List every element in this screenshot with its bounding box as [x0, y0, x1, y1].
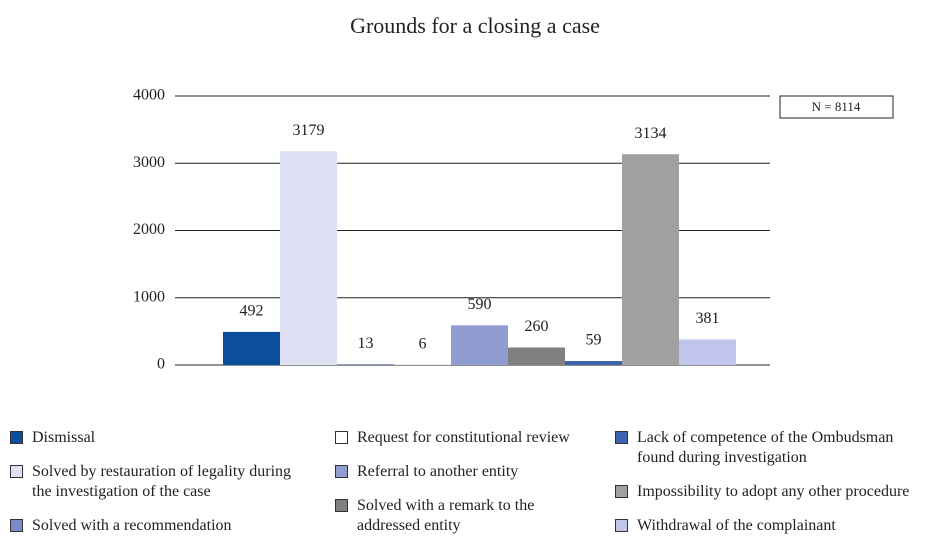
value-label: 13 — [358, 335, 374, 352]
bar — [451, 325, 508, 365]
bar — [280, 151, 337, 365]
legend-item: Solved with a recommendation — [10, 516, 310, 536]
legend-item: Request for constitutional review — [335, 428, 575, 448]
y-tick-label: 4000 — [133, 87, 165, 104]
legend-item: Solved by restauration of legality durin… — [10, 462, 310, 502]
legend-swatch — [335, 431, 348, 444]
legend-swatch — [335, 499, 348, 512]
legend-label: Solved with a recommendation — [32, 517, 232, 534]
bar — [622, 154, 679, 365]
legend: Dismissal Solved by restauration of legal… — [0, 428, 951, 555]
bar — [508, 347, 565, 365]
y-tick-label: 1000 — [133, 288, 165, 305]
legend-column: Dismissal Solved by restauration of legal… — [10, 428, 310, 536]
legend-swatch — [10, 465, 23, 478]
bar — [565, 361, 622, 365]
legend-label: Lack of competence of the Ombudsman foun… — [637, 429, 894, 466]
chart: Grounds for a closing a case 0 1000 2000 30… — [133, 13, 894, 373]
annotation: N = 8114 — [812, 99, 861, 114]
legend-swatch — [615, 519, 628, 532]
legend-swatch — [10, 519, 23, 532]
chart-title: Grounds for a closing a case — [350, 13, 600, 38]
value-label: 6 — [419, 335, 427, 352]
legend-label: Withdrawal of the complainant — [637, 517, 836, 534]
legend-label: Referral to another entity — [357, 463, 519, 480]
bar — [223, 331, 280, 365]
legend-label: Dismissal — [32, 429, 96, 446]
legend-item: Lack of competence of the Ombudsman foun… — [615, 428, 915, 468]
legend-column: Request for constitutional review Referra… — [335, 428, 575, 536]
value-label: 3134 — [635, 125, 667, 142]
value-label: 492 — [240, 303, 264, 320]
legend-label: Solved with a remark to the addressed en… — [357, 497, 535, 534]
value-label: 381 — [696, 310, 720, 327]
legend-item: Withdrawal of the complainant — [615, 516, 915, 536]
legend-label: Request for constitutional review — [357, 429, 570, 446]
legend-item: Solved with a remark to the addressed en… — [335, 496, 575, 536]
value-label: 260 — [525, 318, 549, 335]
legend-swatch — [335, 465, 348, 478]
legend-item: Referral to another entity — [335, 462, 575, 482]
legend-swatch — [615, 485, 628, 498]
legend-item: Impossibility to adopt any other procedu… — [615, 482, 915, 502]
legend-label: Solved by restauration of legality durin… — [32, 463, 292, 500]
legend-label: Impossibility to adopt any other procedu… — [637, 483, 910, 500]
legend-column: Lack of competence of the Ombudsman foun… — [615, 428, 915, 536]
legend-swatch — [615, 431, 628, 444]
bar — [337, 364, 394, 365]
legend-item: Dismissal — [10, 428, 310, 448]
y-tick-label: 0 — [157, 356, 165, 373]
y-tick-label: 2000 — [133, 221, 165, 238]
bar — [679, 339, 736, 365]
value-label: 59 — [586, 332, 602, 349]
value-label: 3179 — [293, 122, 325, 139]
annotation-box — [779, 95, 894, 119]
value-label: 590 — [468, 296, 492, 313]
y-tick-label: 3000 — [133, 154, 165, 171]
legend-swatch — [10, 431, 23, 444]
